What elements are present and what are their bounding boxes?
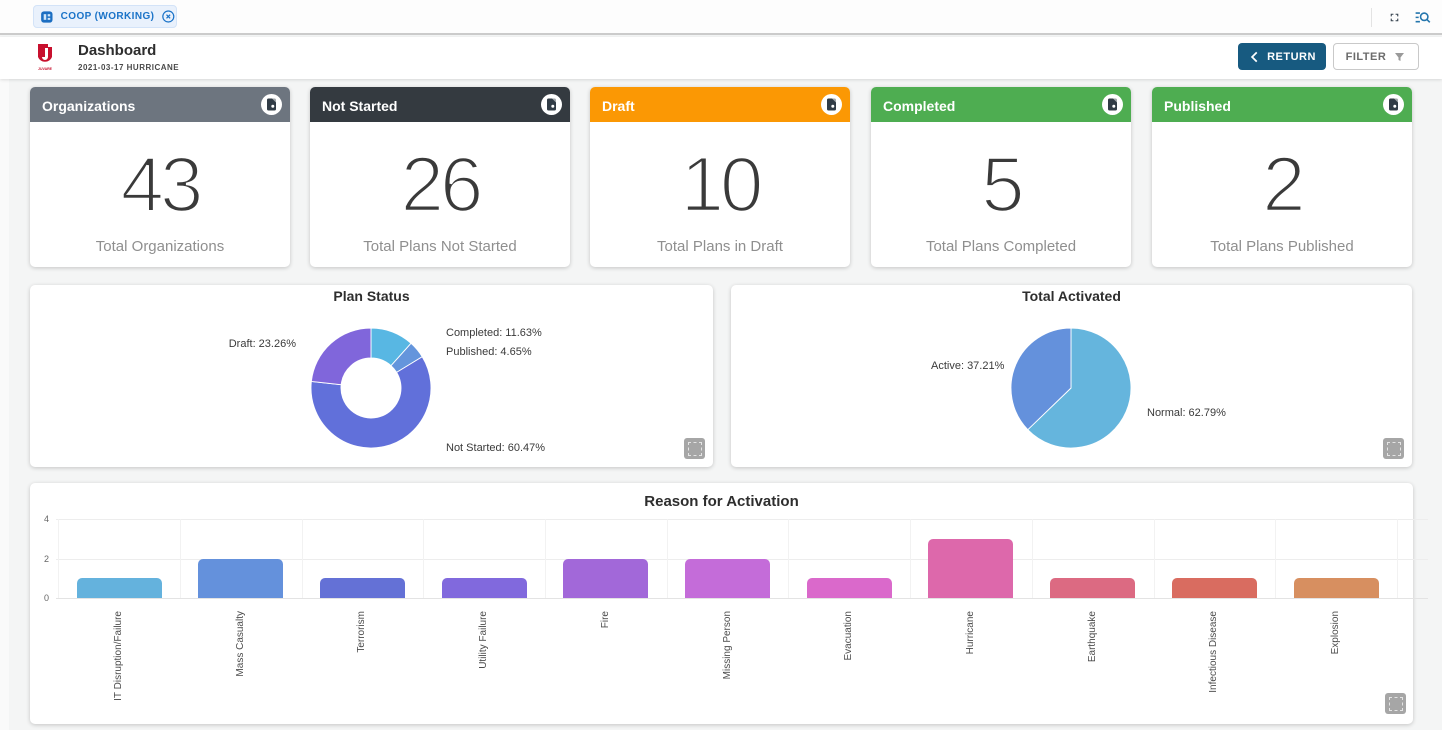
svg-text:26: 26 — [401, 140, 480, 228]
svg-text:10: 10 — [681, 140, 761, 228]
svg-text:2: 2 — [1262, 140, 1302, 228]
svg-text:5: 5 — [981, 140, 1022, 228]
svg-text:43: 43 — [121, 140, 200, 228]
svg-text:JUVARE: JUVARE — [38, 67, 53, 71]
